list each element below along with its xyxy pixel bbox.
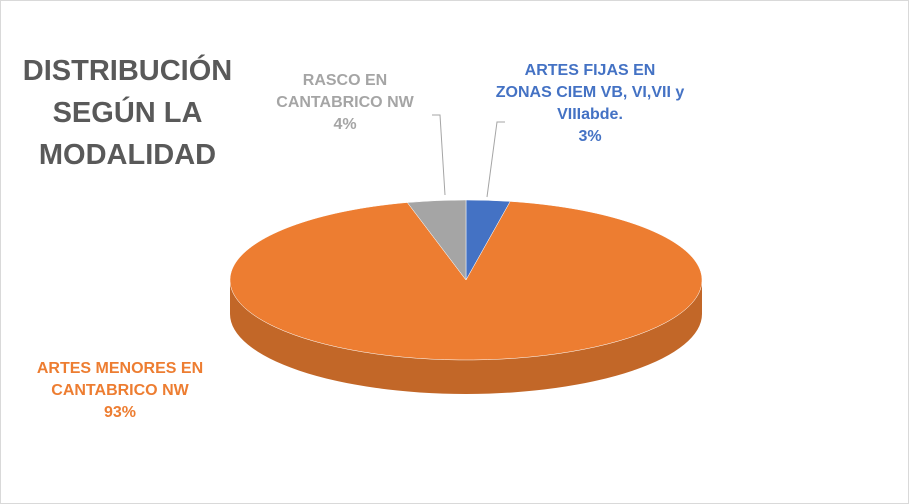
- leader-line: [432, 114, 446, 196]
- label-name: ARTES FIJAS EN ZONAS CIEM VB, VI,VII y V…: [495, 62, 685, 123]
- data-label: ARTES MENORES EN CANTABRICO NW 93%: [20, 358, 220, 424]
- label-name: RASCO EN CANTABRICO NW: [276, 72, 414, 111]
- slice: [406, 199, 467, 281]
- slice: [229, 201, 703, 361]
- slice-side: [230, 280, 702, 394]
- label-value: 3%: [578, 128, 602, 145]
- data-label: RASCO EN CANTABRICO NW 4%: [270, 70, 420, 136]
- chart-title: DISTRIBUCIÓN SEGÚN LA MODALIDAD: [22, 55, 233, 171]
- data-label: ARTES FIJAS EN ZONAS CIEM VB, VI,VII y V…: [495, 60, 685, 148]
- label-value: 4%: [333, 116, 357, 133]
- leader-line: [486, 121, 505, 198]
- label-value: 93%: [103, 404, 137, 421]
- slices: [229, 199, 703, 394]
- label-name: ARTES MENORES EN CANTABRICO NW: [36, 360, 204, 399]
